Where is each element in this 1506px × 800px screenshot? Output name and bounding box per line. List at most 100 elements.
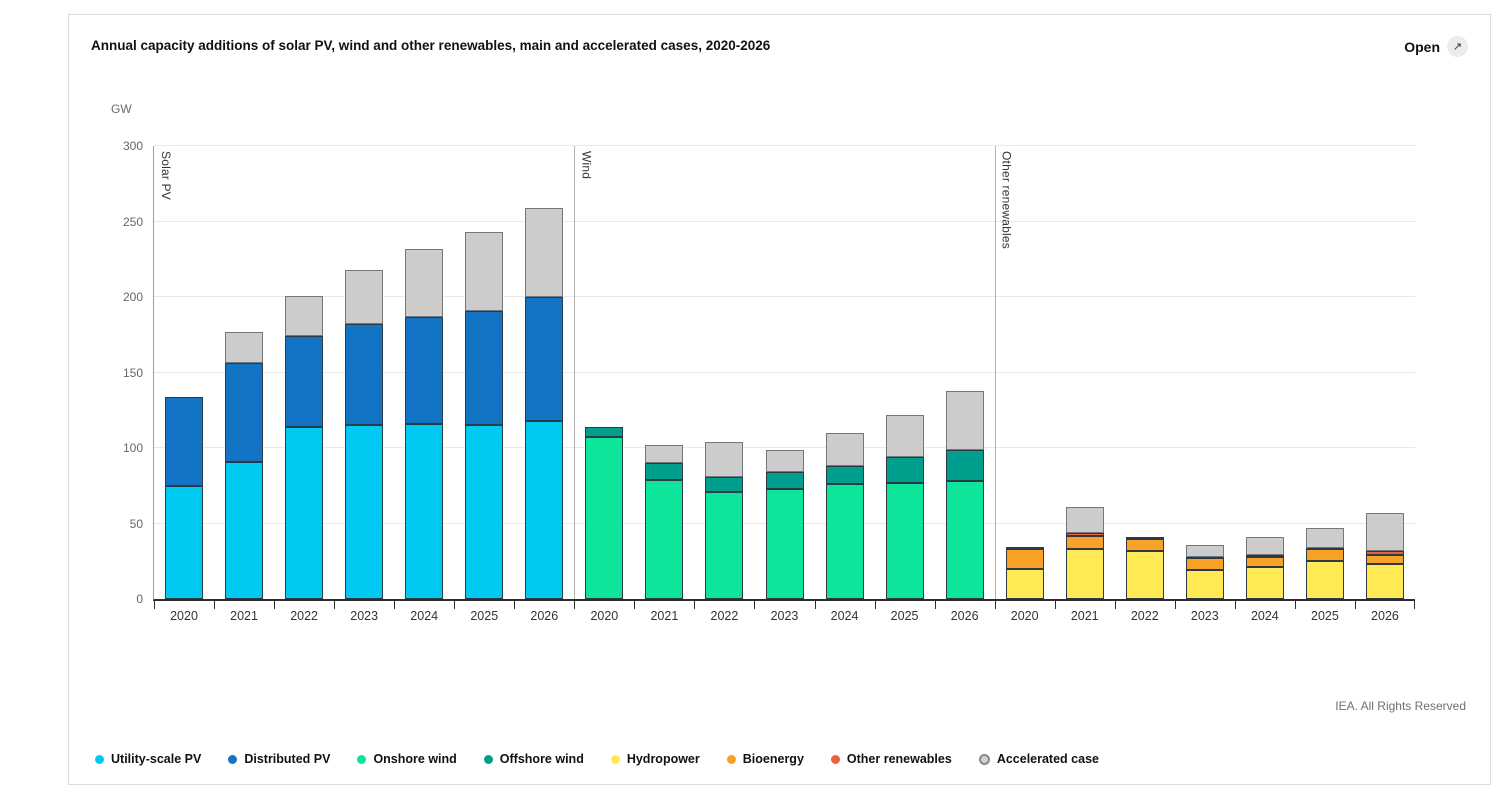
bar-segment[interactable] (1185, 556, 1224, 559)
bar-segment[interactable] (945, 390, 984, 450)
bar-segment[interactable] (1245, 537, 1284, 556)
bar-segment[interactable] (285, 426, 324, 599)
bar-segment[interactable] (1065, 535, 1104, 550)
legend-item[interactable]: Accelerated case (978, 752, 1099, 766)
y-tick-label: 200 (122, 290, 143, 304)
x-tick-label: 2021 (230, 609, 258, 623)
bar-segment[interactable] (525, 297, 564, 421)
open-button[interactable]: Open ↗ (1404, 36, 1468, 57)
copyright-text: IEA. All Rights Reserved (1335, 699, 1466, 713)
bar-segment[interactable] (945, 481, 984, 599)
bar-segment[interactable] (345, 324, 384, 426)
bar-segment[interactable] (525, 420, 564, 599)
bar-segment[interactable] (885, 414, 924, 458)
bar-segment[interactable] (1005, 549, 1044, 569)
bar-segment[interactable] (1005, 568, 1044, 599)
bar-segment[interactable] (1125, 550, 1164, 599)
x-tick-label: 2025 (470, 609, 499, 623)
axis-tick (694, 601, 696, 609)
axis-tick (1294, 601, 1296, 609)
bar-segment[interactable] (1245, 554, 1284, 557)
bar-segment[interactable] (465, 310, 504, 426)
bar-segment[interactable] (645, 445, 684, 464)
bar-segment[interactable] (1125, 538, 1164, 551)
bar-segment[interactable] (1245, 567, 1284, 599)
bar-segment[interactable] (525, 207, 564, 297)
chart-card: Annual capacity additions of solar PV, w… (68, 14, 1491, 785)
bar-segment[interactable] (1365, 564, 1404, 599)
bar-segment[interactable] (705, 441, 744, 477)
bar-segment[interactable] (405, 248, 444, 317)
bar-segment[interactable] (1365, 555, 1404, 565)
bar-segment[interactable] (825, 484, 864, 599)
axis-tick (394, 601, 396, 609)
bar-segment[interactable] (765, 488, 804, 599)
legend-item[interactable]: Onshore wind (357, 752, 457, 766)
bar-segment[interactable] (225, 461, 264, 599)
bar-segment[interactable] (765, 472, 804, 489)
y-tick-label: 150 (122, 365, 143, 380)
axis-tick (994, 601, 996, 609)
legend-item[interactable]: Utility-scale PV (95, 752, 201, 766)
bar-segment[interactable] (1125, 536, 1164, 539)
bar-segment[interactable] (585, 437, 624, 599)
bar-segment[interactable] (825, 432, 864, 467)
bar-segment[interactable] (1065, 532, 1104, 536)
bar-segment[interactable] (825, 466, 864, 485)
axis-tick (1414, 601, 1415, 609)
bar-segment[interactable] (945, 449, 984, 482)
bar-segment[interactable] (1185, 558, 1224, 571)
bar-segment[interactable] (165, 396, 204, 486)
bar-segment[interactable] (345, 425, 384, 599)
x-tick-label: 2021 (1070, 609, 1099, 623)
bar-segment[interactable] (285, 336, 324, 427)
bar-segment[interactable] (1185, 544, 1224, 557)
bar-segment[interactable] (465, 425, 504, 599)
bar-segment[interactable] (225, 363, 264, 462)
bar-segment[interactable] (705, 476, 744, 492)
legend-label: Offshore wind (499, 752, 584, 766)
bar-segment[interactable] (1305, 561, 1344, 599)
y-tick-label: 0 (136, 592, 143, 606)
x-tick-label: 2024 (410, 609, 439, 623)
bar-segment[interactable] (405, 316, 444, 424)
bar-segment[interactable] (645, 479, 684, 599)
legend-item[interactable]: Bioenergy (726, 752, 804, 766)
bar-segment[interactable] (345, 269, 384, 325)
bar-segment[interactable] (585, 426, 624, 438)
bar-segment[interactable] (405, 423, 444, 599)
axis-tick (214, 601, 216, 609)
bar-segment[interactable] (465, 232, 504, 311)
bar-segment[interactable] (165, 485, 204, 599)
bar-segment[interactable] (225, 331, 264, 364)
bar-segment[interactable] (1365, 512, 1404, 551)
x-tick-label: 2026 (1371, 609, 1399, 623)
bar-segment[interactable] (1065, 506, 1104, 533)
bar-segment[interactable] (1245, 556, 1284, 568)
legend-label: Bioenergy (742, 752, 804, 766)
legend-item[interactable]: Offshore wind (483, 752, 584, 766)
bar-segment[interactable] (1305, 528, 1344, 548)
bar-segment[interactable] (645, 463, 684, 480)
legend-swatch-icon (610, 754, 620, 764)
bar-segment[interactable] (1065, 549, 1104, 599)
x-tick-label: 2020 (1010, 609, 1039, 623)
legend-item[interactable]: Hydropower (610, 752, 700, 766)
bar-segment[interactable] (885, 482, 924, 599)
bar-segment[interactable] (1305, 549, 1344, 562)
bar-segment[interactable] (285, 295, 324, 337)
bar-segment[interactable] (885, 457, 924, 483)
bar-segment[interactable] (705, 491, 744, 599)
x-tick-label: 2025 (890, 609, 919, 623)
bar-segment[interactable] (1185, 570, 1224, 599)
bar-segment[interactable] (1005, 547, 1044, 550)
legend-item[interactable]: Distributed PV (228, 752, 330, 766)
bar-segment[interactable] (1305, 547, 1344, 550)
x-tick-label: 2022 (290, 609, 319, 623)
bar-segment[interactable] (1365, 550, 1404, 556)
x-tick-label: 2023 (350, 609, 379, 623)
x-tick-label: 2024 (830, 609, 859, 623)
legend-item[interactable]: Other renewables (830, 752, 952, 766)
gridline (154, 220, 1415, 222)
bar-segment[interactable] (765, 449, 804, 473)
